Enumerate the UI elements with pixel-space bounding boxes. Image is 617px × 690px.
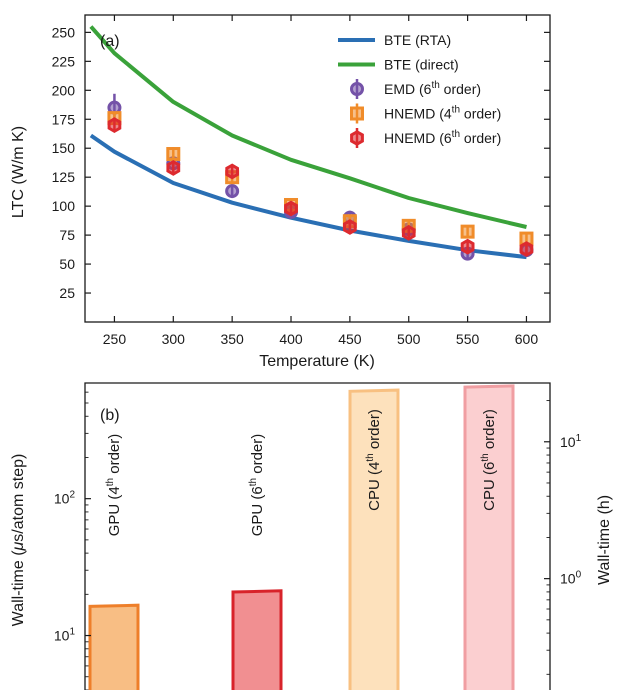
bar-label-1: GPU (6th order) (248, 434, 266, 537)
bar-label-0: GPU (4th order) (105, 434, 123, 537)
y-tick-label: 75 (59, 227, 75, 243)
panel-b-chart: GPU (4th order) GPU (6th order) CPU (4th o… (10, 382, 613, 690)
panel-b-left-axis-title: Wall-time (μs/atom step) (10, 454, 27, 627)
bar-label-2: CPU (4th order) (365, 409, 383, 511)
panel-b-right-axis-title: Wall-time (h) (596, 495, 613, 585)
panel-b-ticks: 101 102 100 101 (54, 382, 582, 690)
panel-b-bars: GPU (4th order) GPU (6th order) CPU (4th o… (88, 384, 515, 690)
panel-a-x-axis-title: Temperature (K) (259, 353, 375, 370)
data-point (284, 200, 298, 217)
y-tick-label: 200 (52, 82, 76, 98)
panel-a-plot-area (89, 25, 534, 261)
y-tick-label: 225 (52, 53, 76, 69)
series-line-1 (89, 25, 527, 229)
left-tick-label: 102 (54, 490, 76, 507)
x-tick-label: 550 (456, 331, 480, 347)
bar-1 (231, 589, 283, 690)
legend-marker-swatch (350, 82, 364, 96)
series-points-4 (107, 117, 534, 257)
panel-a-y-axis-title: LTC (W/m K) (10, 126, 27, 218)
panel-a-frame (84, 14, 551, 323)
x-tick-label: 500 (397, 331, 421, 347)
x-tick-label: 250 (103, 331, 127, 347)
legend-label: BTE (RTA) (384, 32, 451, 48)
data-point (225, 163, 239, 180)
y-tick-label: 175 (52, 111, 76, 127)
panel-b-frame (84, 382, 551, 690)
y-tick-label: 125 (52, 169, 76, 185)
legend-label: EMD (6th order) (384, 80, 481, 97)
y-tick-label: 150 (52, 140, 76, 156)
x-tick-label: 300 (162, 331, 186, 347)
bar-2 (348, 388, 400, 690)
data-point (401, 224, 416, 241)
y-tick-label: 100 (52, 198, 76, 214)
data-point (519, 241, 534, 257)
x-tick-label: 350 (220, 331, 244, 347)
series-line-0 (89, 133, 527, 260)
x-tick-label: 400 (279, 331, 303, 347)
legend-label: HNEMD (6th order) (384, 129, 501, 146)
legend-label: HNEMD (4th order) (384, 105, 501, 122)
panel-b-label: (b) (100, 407, 120, 424)
data-point (225, 184, 240, 199)
panel-a-ticks: 250 300 350 400 450 500 550 600 25 50 75 100 125 150 1… (52, 15, 550, 347)
legend-label: BTE (direct) (384, 57, 459, 73)
x-tick-label: 600 (515, 331, 539, 347)
panel-a-label: (a) (100, 33, 120, 50)
panel-a-chart: 250 300 350 400 450 500 550 600 25 50 75 100 125 150 1… (10, 14, 551, 370)
y-tick-label: 50 (59, 256, 75, 272)
data-point (107, 117, 122, 134)
data-point (166, 159, 181, 176)
y-tick-label: 250 (52, 24, 76, 40)
x-tick-label: 450 (338, 331, 362, 347)
bar-3 (463, 384, 515, 690)
legend-marker-swatch (350, 130, 364, 146)
data-point (460, 224, 475, 239)
data-point (166, 147, 181, 162)
panel-a-legend: BTE (RTA) BTE (direct) EMD (6th order) HNEM… (338, 32, 501, 148)
data-point (460, 238, 475, 255)
bar-0 (88, 603, 140, 690)
data-point (343, 219, 357, 235)
bar-label-3: CPU (6th order) (480, 409, 498, 511)
right-tick-label: 100 (560, 570, 582, 587)
y-tick-label: 25 (59, 285, 75, 301)
left-tick-label: 101 (54, 627, 76, 644)
legend-marker-swatch (350, 106, 364, 121)
right-tick-label: 101 (560, 433, 582, 450)
